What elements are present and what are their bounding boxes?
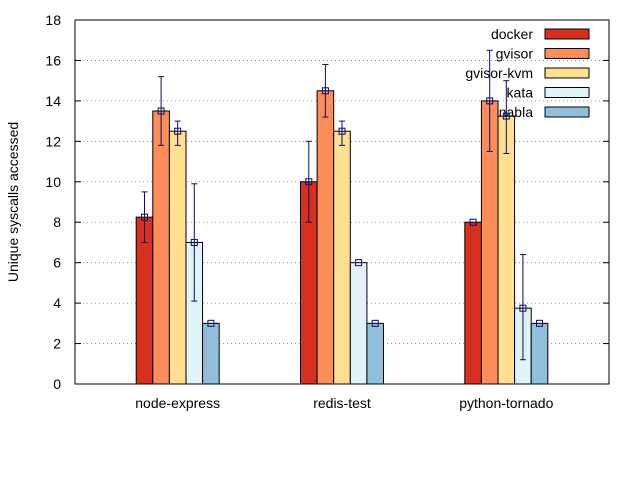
legend-swatch-gvisor — [544, 48, 590, 59]
y-tick-label: 4 — [53, 295, 61, 311]
mean-marker — [190, 238, 198, 246]
y-tick-label: 8 — [53, 214, 61, 230]
legend-label-docker: docker — [491, 26, 533, 42]
y-tick-label: 14 — [45, 93, 61, 109]
legend-label-gvisor-kvm: gvisor-kvm — [465, 65, 533, 81]
bar-nabla — [202, 322, 220, 385]
y-tick-label: 16 — [45, 52, 61, 68]
y-tick-label: 10 — [45, 174, 61, 190]
mean-marker — [536, 319, 544, 327]
legend-swatch-gvisor-kvm — [544, 67, 590, 79]
y-tick-label: 18 — [45, 12, 61, 28]
bar-gvisor-kvm — [497, 115, 516, 385]
mean-marker — [502, 112, 510, 120]
legend-label-kata: kata — [507, 85, 534, 101]
bar-kata — [349, 262, 368, 385]
mean-marker — [174, 127, 182, 135]
error-bars — [140, 49, 544, 361]
y-axis-label: Unique syscalls accessed — [5, 122, 21, 282]
mean-marker — [519, 304, 527, 312]
bar-nabla — [366, 322, 384, 385]
mean-marker — [207, 319, 215, 327]
bar-docker — [464, 221, 482, 385]
mean-marker — [157, 107, 165, 115]
mean-marker — [140, 213, 148, 221]
legend-swatch-kata — [544, 87, 590, 98]
mean-marker — [305, 178, 313, 186]
mean-marker — [486, 97, 494, 105]
mean-marker — [321, 87, 329, 95]
mean-marker — [469, 218, 477, 226]
mean-marker — [338, 127, 346, 135]
bar-gvisor — [152, 110, 170, 385]
legend-label-nabla: nabla — [499, 104, 533, 120]
legend-swatch-nabla — [544, 106, 590, 118]
bar-gvisor — [316, 90, 335, 385]
bar-nabla — [530, 322, 549, 385]
bar-gvisor-kvm — [333, 130, 351, 385]
mean-marker — [355, 259, 363, 267]
x-tick-label: node-express — [135, 395, 220, 411]
y-tick-label: 2 — [53, 336, 61, 352]
y-tick-label: 6 — [53, 255, 61, 271]
x-tick-label: redis-test — [313, 395, 371, 411]
legend-label-gvisor: gvisor — [496, 46, 534, 62]
axis-ticks: 0 2 4 6 8 10 12 14 16 18 node-express redis-test pyt… — [45, 12, 609, 411]
legend-swatch-docker — [544, 28, 590, 40]
legend: docker gvisor gvisor-kvm kata nabla — [465, 26, 590, 120]
mean-marker — [371, 319, 379, 327]
y-tick-label: 12 — [45, 133, 61, 149]
x-tick-label: python-tornado — [459, 395, 553, 411]
y-tick-label: 0 — [53, 376, 61, 392]
plot-frame — [74, 19, 610, 385]
bar-gvisor-kvm — [168, 130, 187, 385]
